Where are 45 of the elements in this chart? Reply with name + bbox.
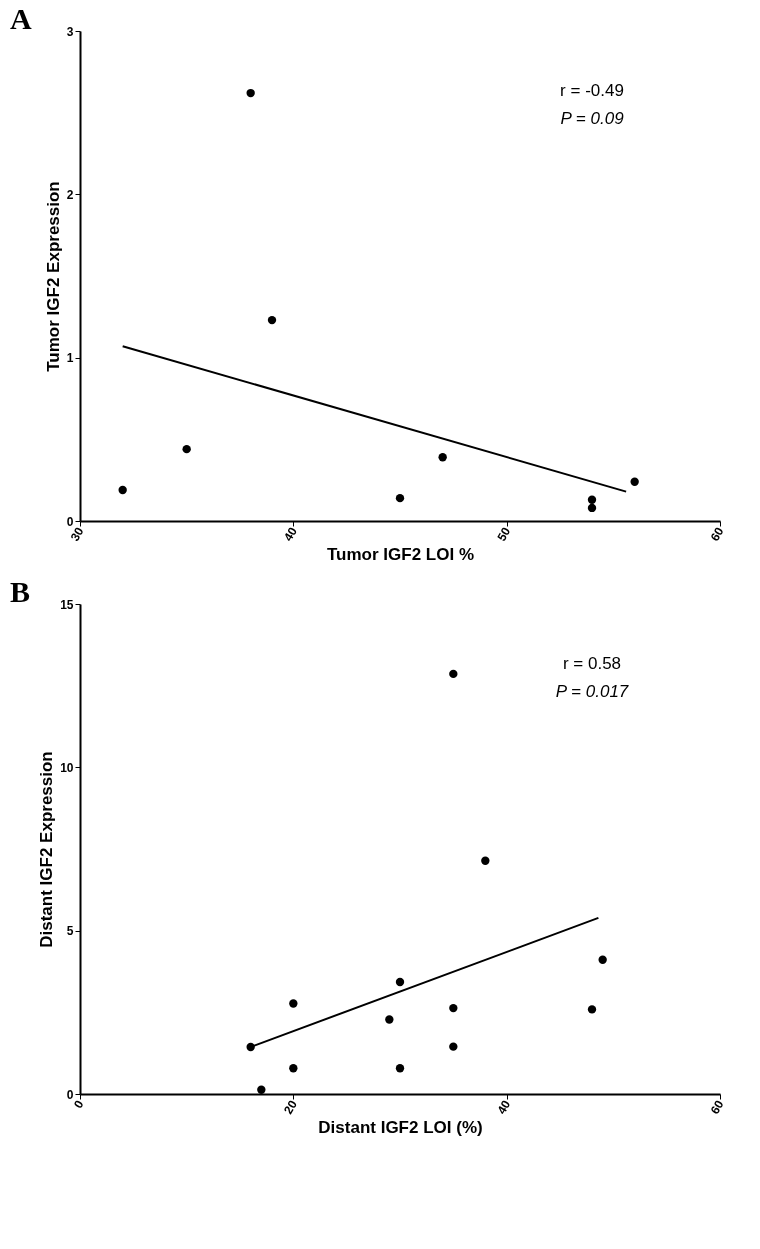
y-axis-title: Distant IGF2 Expression — [37, 751, 57, 948]
x-tick-label: 20 — [281, 1097, 301, 1117]
chart-title: B — [10, 575, 31, 608]
x-axis-title: Tumor IGF2 LOI % — [326, 545, 475, 565]
x-tick-label: 40 — [281, 524, 301, 544]
annotation: r = -0.49 — [560, 81, 624, 100]
y-tick-label: 1 — [66, 351, 74, 366]
point — [438, 453, 447, 462]
x-tick-label: 50 — [494, 524, 514, 544]
point — [449, 1003, 458, 1013]
point — [587, 495, 597, 504]
point — [449, 1042, 458, 1051]
y-tick-label: 15 — [60, 597, 74, 612]
point — [182, 444, 191, 454]
point — [395, 977, 405, 987]
x-tick-label: 60 — [707, 1097, 727, 1117]
point — [118, 485, 127, 495]
y-tick-label: 0 — [66, 514, 74, 529]
point — [267, 315, 277, 325]
chart-title: A — [10, 2, 32, 35]
point — [630, 477, 639, 486]
y-tick-label: 5 — [66, 924, 74, 939]
annotation: P = 0.09 — [560, 109, 625, 128]
point — [289, 1064, 298, 1073]
x-axis-title: Distant IGF2 LOI (%) — [318, 1118, 483, 1138]
point — [395, 493, 405, 503]
point — [257, 1085, 266, 1094]
y-axis-title: Tumor IGF2 Expression — [43, 181, 63, 372]
x-tick-label: 60 — [707, 524, 727, 544]
y-tick-label: 10 — [60, 760, 74, 775]
point — [246, 88, 255, 98]
y-tick-label: 0 — [66, 1087, 74, 1102]
point — [449, 669, 458, 679]
y-tick-label: 3 — [66, 24, 74, 39]
annotation: r = 0.58 — [562, 654, 622, 673]
point — [289, 999, 298, 1008]
point — [587, 503, 597, 513]
point — [395, 1064, 405, 1073]
x-tick-label: 40 — [494, 1097, 514, 1117]
point — [587, 1005, 597, 1014]
point — [481, 856, 490, 865]
point — [598, 955, 607, 964]
annotation: P = 0.017 — [555, 682, 629, 701]
y-tick-label: 2 — [66, 187, 74, 202]
point — [385, 1015, 394, 1024]
